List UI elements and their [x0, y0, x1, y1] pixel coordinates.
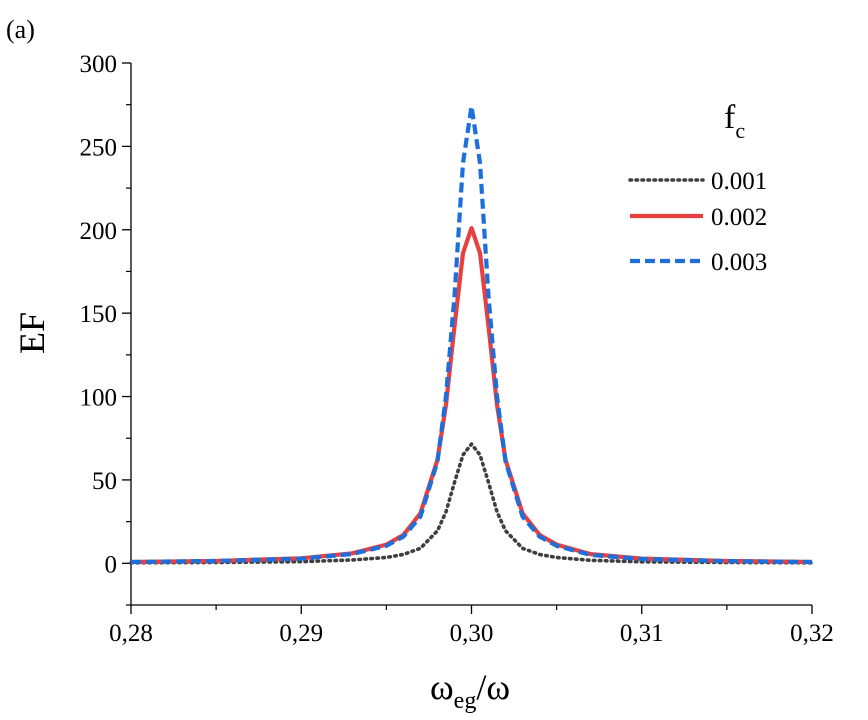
legend-label-0.002: 0.002 [711, 204, 767, 231]
x-tick-label: 0,32 [790, 620, 834, 647]
series-line-0.003 [130, 104, 813, 565]
series-line-0.002 [130, 226, 813, 565]
x-tick-label: 0,28 [109, 620, 153, 647]
y-tick-label: 250 [80, 134, 118, 161]
series-line-0.001 [129, 442, 814, 565]
y-axis-title: EF [12, 312, 52, 354]
legend-label-0.003: 0.003 [711, 249, 767, 276]
legend-title-subscript: c [735, 118, 745, 143]
y-tick-label: 0 [105, 551, 118, 578]
legend-label-0.001: 0.001 [711, 168, 767, 195]
y-tick-label: 50 [92, 468, 117, 495]
x-tick-label: 0,30 [450, 620, 494, 647]
x-axis-title-base: ω [430, 667, 454, 707]
y-tick-label: 200 [80, 218, 118, 245]
axes: 0 50 100 150 200 250 300 0,28 0,29 0,30 0,31 0,32 [80, 51, 834, 647]
legend: fc 0.001 0.002 0.003 [628, 99, 767, 276]
x-tick-label: 0,29 [279, 620, 323, 647]
y-tick-label: 150 [80, 301, 118, 328]
legend-title-base: f [724, 99, 736, 136]
x-axis-title-suffix: /ω [476, 667, 510, 707]
panel-label: (a) [6, 15, 35, 44]
legend-title: fc [724, 99, 745, 143]
y-tick-label: 100 [80, 385, 118, 412]
y-tick-label: 300 [80, 51, 118, 78]
x-axis-title-subscript: eg [454, 688, 477, 714]
x-axis-title: ωeg/ω [430, 667, 510, 714]
x-tick-label: 0,31 [620, 620, 664, 647]
series-layer [129, 104, 814, 565]
